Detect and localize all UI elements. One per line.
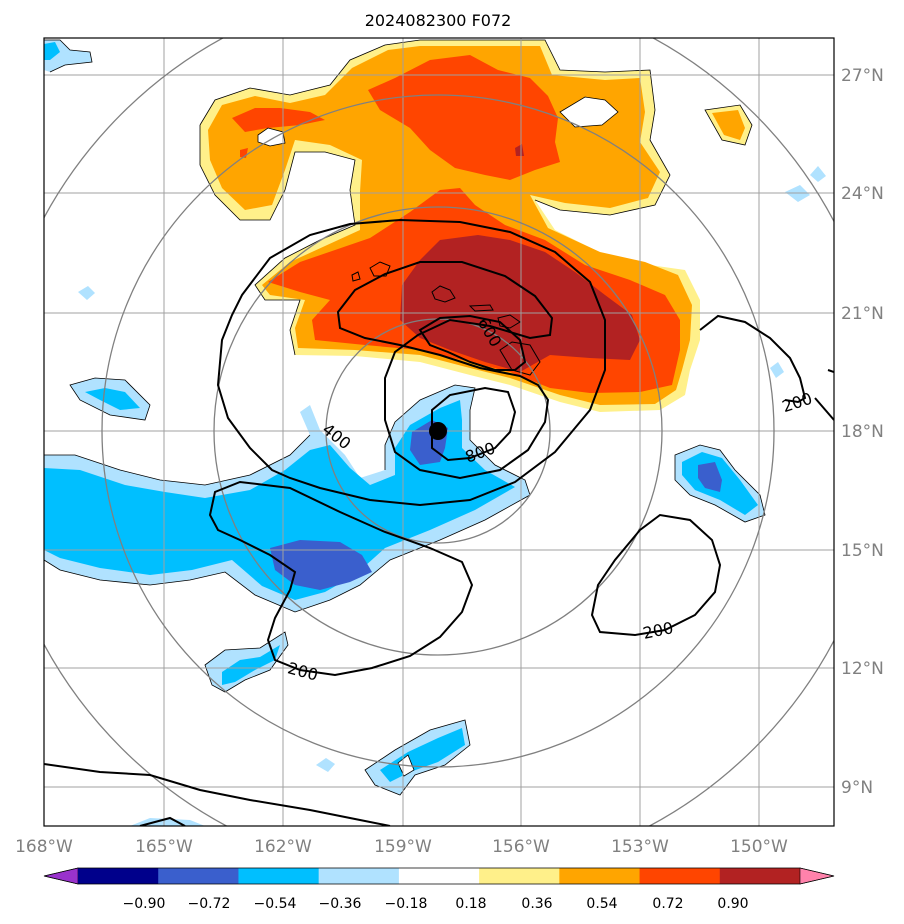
lat-label: 21°N: [841, 304, 884, 324]
longitude-labels: 168°W 165°W 162°W 159°W 156°W 153°W 150°…: [15, 837, 788, 857]
colorbar-tick: 0.36: [521, 896, 552, 912]
lon-label: 168°W: [15, 837, 73, 857]
colorbar: [43, 867, 835, 885]
colorbar-extend-high: [799, 867, 835, 885]
latitude-labels: 27°N 24°N 21°N 18°N 15°N 12°N 9°N: [841, 66, 884, 798]
colorbar-swatch: [639, 868, 721, 884]
colorbar-tick: 0.18: [455, 896, 486, 912]
storm-center-marker: [429, 422, 447, 440]
colorbar-swatch: [238, 868, 320, 884]
colorbar-extend-low: [43, 867, 79, 885]
map-title: 2024082300 F072: [365, 11, 512, 30]
colorbar-tick: 0.72: [652, 896, 683, 912]
colorbar-tick: 0.90: [717, 896, 748, 912]
lat-label: 24°N: [841, 184, 884, 204]
lon-label: 156°W: [492, 837, 550, 857]
colorbar-swatch: [559, 868, 641, 884]
contour-lines: [44, 218, 834, 826]
colorbar-swatch: [318, 868, 400, 884]
colorbar-tick-labels: −0.90 −0.72 −0.54 −0.36 −0.18 0.18 0.36 …: [123, 896, 749, 912]
colorbar-tick: −0.90: [123, 896, 166, 912]
colorbar-tick: −0.72: [188, 896, 231, 912]
range-rings: [44, 38, 834, 826]
colorbar-outline: [43, 867, 835, 885]
lat-label: 12°N: [841, 659, 884, 679]
colorbar-swatch: [398, 868, 480, 884]
colorbar-swatch: [719, 868, 801, 884]
lon-label: 162°W: [254, 837, 312, 857]
map-frame: [43, 37, 835, 827]
colorbar-tick: 0.54: [586, 896, 617, 912]
lon-label: 159°W: [374, 837, 432, 857]
lat-label: 15°N: [841, 541, 884, 561]
lon-label: 153°W: [611, 837, 669, 857]
colorbar-swatch: [479, 868, 560, 884]
colorbar-swatch: [158, 868, 239, 884]
lat-label: 18°N: [841, 422, 884, 442]
lat-label: 9°N: [841, 778, 873, 798]
colorbar-swatch: [78, 868, 159, 884]
colorbar-tick: −0.54: [254, 896, 297, 912]
lon-label: 165°W: [135, 837, 193, 857]
colorbar-tick: −0.36: [319, 896, 362, 912]
map-area: 200 400 600 800 200 200: [44, 38, 834, 826]
graticule: [44, 38, 834, 826]
lon-label: 150°W: [730, 837, 788, 857]
colorbar-tick: −0.18: [385, 896, 428, 912]
lat-label: 27°N: [841, 66, 884, 86]
